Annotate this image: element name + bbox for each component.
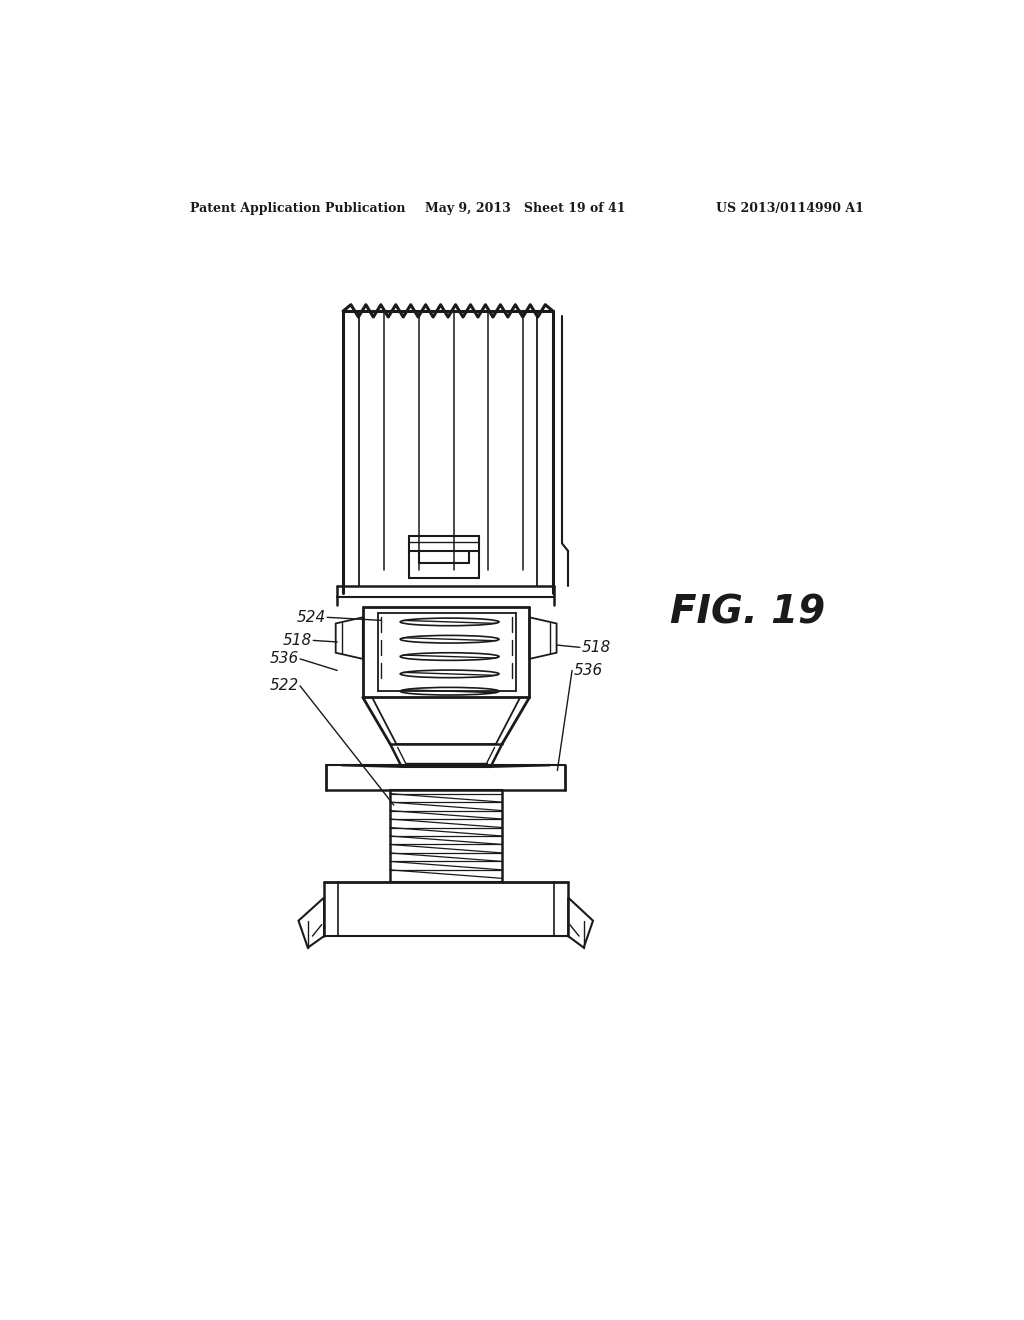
Text: FIG. 19: FIG. 19 <box>671 594 825 632</box>
Text: 518: 518 <box>582 640 610 655</box>
Text: US 2013/0114990 A1: US 2013/0114990 A1 <box>717 202 864 215</box>
Text: 524: 524 <box>296 610 326 624</box>
Text: 536: 536 <box>573 663 603 678</box>
Text: Patent Application Publication: Patent Application Publication <box>190 202 406 215</box>
Text: 536: 536 <box>269 651 299 667</box>
Text: 522: 522 <box>269 678 299 693</box>
Text: May 9, 2013   Sheet 19 of 41: May 9, 2013 Sheet 19 of 41 <box>425 202 625 215</box>
Text: 518: 518 <box>283 632 311 648</box>
